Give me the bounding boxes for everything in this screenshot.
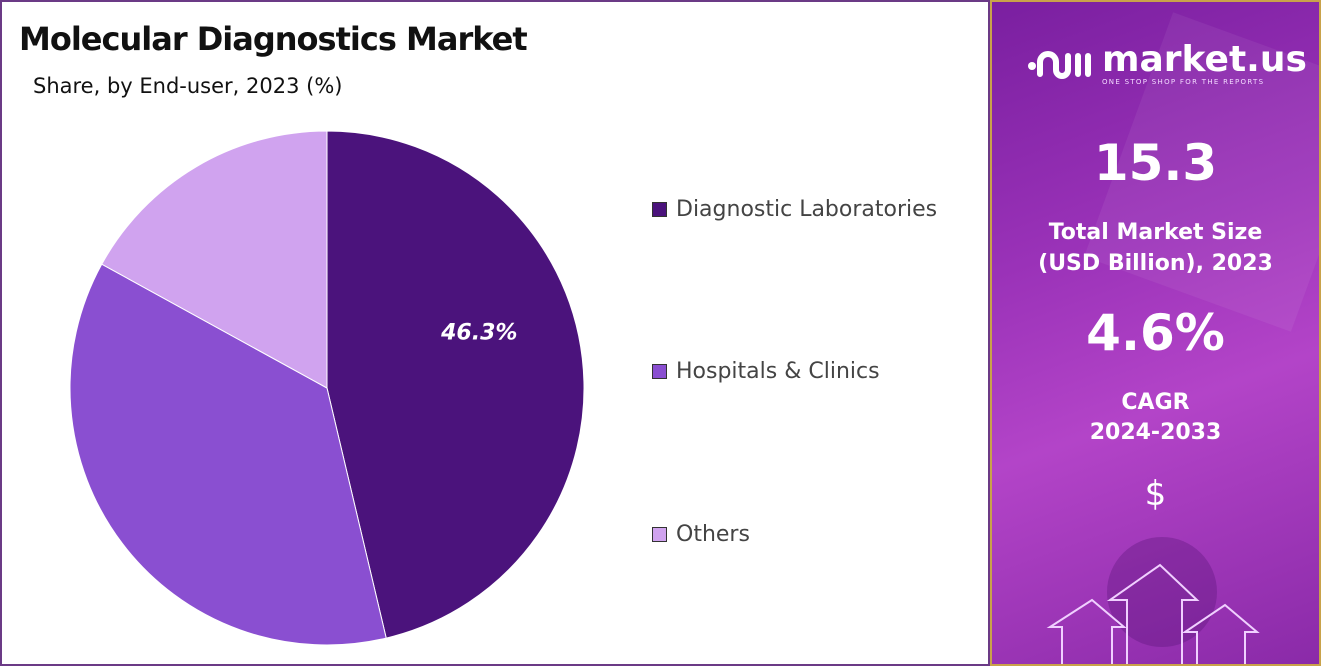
market-size-value: 15.3 — [1093, 134, 1218, 192]
legend-label: Diagnostic Laboratories — [676, 197, 938, 222]
market-size-label-1: Total Market Size — [1048, 220, 1263, 245]
legend-item-others: Others — [652, 522, 750, 547]
legend-item-hospitals-clinics: Hospitals & Clinics — [652, 359, 880, 384]
pie-slice-hospitals-clinics — [69, 263, 387, 646]
logo-mark-icon — [1028, 51, 1091, 79]
pie-slice-diagnostic-laboratories — [326, 130, 585, 639]
logo-name: market.us — [1102, 39, 1307, 80]
chart-panel: Molecular Diagnostics Market Share, by E… — [0, 0, 990, 666]
data-label: 46.3% — [440, 321, 517, 346]
legend-swatch — [652, 364, 667, 379]
legend-swatch — [652, 202, 667, 217]
cagr-value: 4.6% — [1086, 304, 1225, 362]
legend-label: Others — [676, 522, 750, 547]
cagr-label: CAGR — [1121, 390, 1190, 415]
legend-item-diagnostic-laboratories: Diagnostic Laboratories — [652, 197, 937, 222]
arrow-up-icon — [1046, 563, 1260, 664]
summary-panel: market.us ONE STOP SHOP FOR THE REPORTS … — [990, 0, 1321, 666]
dollar-icon: $ — [1144, 474, 1167, 514]
market-us-logo: market.us ONE STOP SHOP FOR THE REPORTS — [1026, 42, 1307, 86]
pie-chart: 46.3% — [69, 130, 585, 646]
logo-tagline: ONE STOP SHOP FOR THE REPORTS — [1102, 78, 1265, 86]
cagr-period: 2024-2033 — [1089, 420, 1222, 445]
chart-title: Molecular Diagnostics Market — [19, 20, 528, 58]
chart-subtitle: Share, by End-user, 2023 (%) — [33, 74, 343, 98]
legend-label: Hospitals & Clinics — [676, 359, 880, 384]
legend-swatch — [652, 527, 667, 542]
pie-slice-others — [101, 130, 328, 389]
background-decoration — [1046, 12, 1319, 664]
market-size-label-2: (USD Billion), 2023 — [1038, 251, 1273, 276]
